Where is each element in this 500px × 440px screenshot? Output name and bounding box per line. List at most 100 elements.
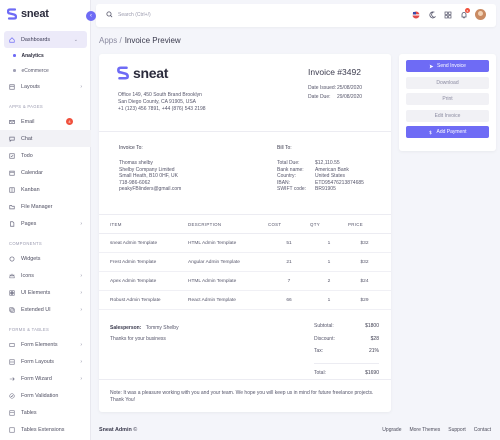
sidebar-item-label: Layouts — [21, 83, 40, 90]
sidebar-item-ui-elements[interactable]: UI Elements › — [0, 284, 91, 301]
breadcrumb-parent[interactable]: Apps / — [99, 36, 122, 45]
bill-to-key: Total Due: — [277, 160, 300, 166]
send-invoice-button[interactable]: Send Invoice — [406, 60, 489, 72]
chevron-left-icon: ‹ — [90, 13, 92, 19]
footer-link-contact[interactable]: Contact — [473, 427, 491, 433]
sidebar-item-dashboards[interactable]: Dashboards ⌄ — [4, 31, 87, 48]
apps-grid-icon[interactable] — [443, 10, 452, 19]
avatar[interactable] — [475, 9, 486, 20]
sidebar-collapse-button[interactable]: ‹ — [86, 11, 96, 21]
sidebar-item-chat[interactable]: Chat — [0, 130, 91, 147]
salesperson-label: Salesperson: — [110, 325, 142, 331]
sidebar-item-form-validation[interactable]: Form Validation — [0, 387, 91, 404]
topbar-actions: 5 — [411, 8, 486, 20]
sidebar-item-extended-ui[interactable]: Extended UI › — [0, 301, 91, 318]
sidebar-item-form-layouts[interactable]: Form Layouts › — [0, 353, 91, 370]
subtotal-label: Subtotal: — [314, 323, 334, 329]
company-address: Office 149, 450 South Brand Brooklyn San… — [118, 92, 206, 113]
footer-link-support[interactable]: Support — [448, 427, 466, 433]
chevron-right-icon: › — [80, 290, 82, 296]
sidebar-section-header: APPS & PAGES — [9, 104, 44, 109]
address-line: Office 149, 450 South Brand Brooklyn — [118, 92, 202, 98]
check-circle-icon — [9, 392, 15, 399]
bell-icon[interactable]: 5 — [459, 8, 470, 19]
brand-name: sneat — [21, 8, 49, 20]
sidebar-item-calendar[interactable]: Calendar — [0, 164, 91, 181]
bill-to-key: IBAN: — [277, 179, 291, 186]
bill-to-key: Bank name: — [277, 166, 304, 173]
invoice-actions: Send Invoice Download Print Edit Invoice… — [399, 54, 496, 151]
column-header: COST — [268, 214, 310, 234]
chevron-right-icon: › — [80, 84, 82, 90]
client-email: peakyFBlinders@gmail.com — [119, 186, 182, 193]
invoice-card: sneat Office 149, 450 South Brand Brookl… — [99, 54, 391, 412]
chevron-right-icon: › — [80, 307, 82, 313]
sidebar-item-label: Kanban — [21, 186, 40, 193]
sidebar-item-icons[interactable]: Icons › — [0, 267, 91, 284]
table-row: Apex Admin Template HTML Admin Template 7 2… — [99, 271, 391, 291]
dollar-icon — [429, 130, 433, 135]
bill-to-value: United States — [315, 173, 346, 180]
invoice-brand: sneat — [117, 65, 168, 81]
sidebar-item-file-manager[interactable]: File Manager — [0, 198, 91, 215]
bill-to-row: SWIFT code: BR91905 — [277, 186, 336, 193]
language-flag-icon[interactable] — [411, 10, 420, 19]
sidebar-item-label: File Manager — [21, 203, 53, 210]
folder-icon — [9, 204, 15, 210]
bill-to-value: $12,110.55 — [315, 160, 340, 166]
company-phone: +1 (123) 456 7891, +44 (876) 543 2198 — [118, 106, 206, 112]
mail-icon — [9, 119, 15, 125]
footer-brand-name[interactable]: Sneat Admin — [99, 427, 132, 433]
tax-label: Tax: — [314, 348, 324, 354]
sidebar-item-tables[interactable]: Tables — [0, 404, 91, 421]
sidebar-item-layouts[interactable]: Layouts › — [0, 78, 91, 95]
home-icon — [9, 36, 15, 43]
subtotal-value: $1800 — [365, 323, 379, 329]
brand[interactable]: sneat — [7, 8, 49, 20]
column-header: DESCRIPTION — [188, 214, 268, 234]
sidebar-item-label: Extended UI — [21, 306, 51, 313]
footer-link-upgrade[interactable]: Upgrade — [382, 427, 402, 433]
add-payment-button[interactable]: Add Payment — [406, 126, 489, 139]
sidebar-item-kanban[interactable]: Kanban — [0, 181, 91, 198]
sidebar-item-widgets[interactable]: Widgets — [0, 250, 91, 267]
footer-link-more-themes[interactable]: More Themes — [409, 427, 441, 433]
moon-icon[interactable] — [427, 10, 436, 19]
button-label: Download — [436, 79, 459, 86]
footer-brand: Sneat Admin © — [99, 427, 137, 433]
print-button[interactable]: Print — [406, 93, 489, 106]
sidebar-item-label: Icons — [21, 272, 34, 279]
sidebar-section-header: FORMS & TABLES — [9, 327, 50, 332]
sidebar-item-label: Dashboards — [21, 36, 51, 43]
bullet-icon — [13, 69, 16, 72]
box-icon — [9, 289, 15, 296]
sidebar-item-label: Email — [21, 118, 35, 125]
divider — [99, 131, 391, 132]
search-bar[interactable]: Search (Ctrl+/) — [106, 11, 151, 18]
sidebar-item-label: Form Elements — [21, 341, 58, 348]
cell-qty: 1 — [310, 290, 348, 310]
sidebar-item-label: Form Validation — [21, 392, 59, 399]
divider — [99, 379, 391, 380]
sidebar-subitem-analytics[interactable]: Analytics — [0, 48, 91, 63]
sidebar-subitem-ecommerce[interactable]: eCommerce — [0, 63, 91, 78]
bill-to-value: American Bank — [315, 166, 349, 173]
sidebar-item-pages[interactable]: Pages › — [0, 215, 91, 232]
search-input[interactable]: Search (Ctrl+/) — [118, 11, 151, 18]
breadcrumb: Apps / Invoice Preview — [99, 36, 181, 45]
footer-links: Upgrade More Themes Support Contact — [382, 427, 491, 433]
edit-invoice-button[interactable]: Edit Invoice — [406, 109, 489, 122]
sidebar-item-tables-extensions[interactable]: Tables Extensions — [0, 421, 91, 438]
sidebar-item-form-wizard[interactable]: Form Wizard › — [0, 370, 91, 387]
cell-qty: 1 — [310, 252, 348, 272]
button-label: Send Invoice — [437, 63, 466, 69]
layout-icon — [9, 83, 15, 90]
date-issued-label: Date Issued: — [308, 85, 337, 91]
sidebar-item-email[interactable]: Email 4 — [0, 113, 91, 130]
sidebar-item-todo[interactable]: Todo — [0, 147, 91, 164]
download-button[interactable]: Download — [406, 76, 489, 89]
form-icon — [9, 342, 15, 348]
bill-to-row: Bank name: American Bank — [277, 166, 349, 174]
sidebar-item-form-elements[interactable]: Form Elements › — [0, 336, 91, 353]
cell-price: $32 — [348, 252, 391, 272]
